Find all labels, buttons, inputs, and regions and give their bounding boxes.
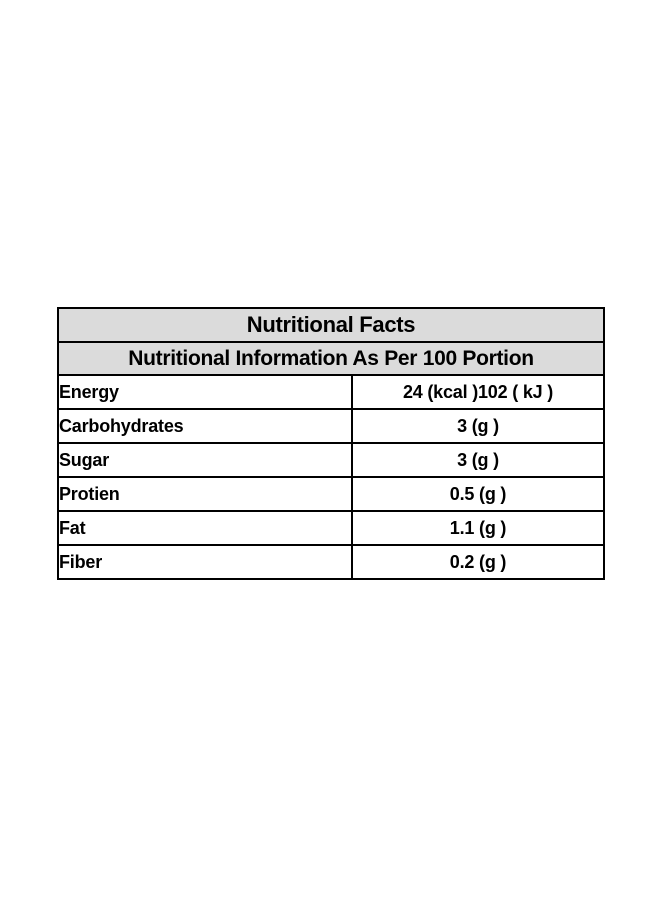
row-label: Fat <box>57 510 353 546</box>
table-row-protien: Protien 0.5 (g ) <box>57 476 606 512</box>
table-row-sugar: Sugar 3 (g ) <box>57 442 606 478</box>
table-row-fiber: Fiber 0.2 (g ) <box>57 544 606 580</box>
row-label: Protien <box>57 476 353 512</box>
row-value: 1.1 (g ) <box>350 510 606 546</box>
row-value: 24 (kcal )102 ( kJ ) <box>350 374 606 410</box>
row-value: 0.2 (g ) <box>350 544 606 580</box>
row-value: 3 (g ) <box>350 442 606 478</box>
nutrition-facts-table: Nutritional Facts Nutritional Informatio… <box>56 307 606 580</box>
row-label: Energy <box>57 374 353 410</box>
table-row-energy: Energy 24 (kcal )102 ( kJ ) <box>57 374 606 410</box>
table-row-carbohydrates: Carbohydrates 3 (g ) <box>57 408 606 444</box>
table-title: Nutritional Facts <box>56 307 606 343</box>
row-value: 3 (g ) <box>350 408 606 444</box>
table-title-row: Nutritional Facts <box>56 307 606 343</box>
table-subtitle: Nutritional Information As Per 100 Porti… <box>56 341 606 376</box>
row-value: 0.5 (g ) <box>350 476 606 512</box>
table-row-fat: Fat 1.1 (g ) <box>57 510 606 546</box>
row-label: Sugar <box>57 442 353 478</box>
table-subtitle-row: Nutritional Information As Per 100 Porti… <box>56 341 606 376</box>
row-label: Carbohydrates <box>57 408 353 444</box>
row-label: Fiber <box>57 544 353 580</box>
